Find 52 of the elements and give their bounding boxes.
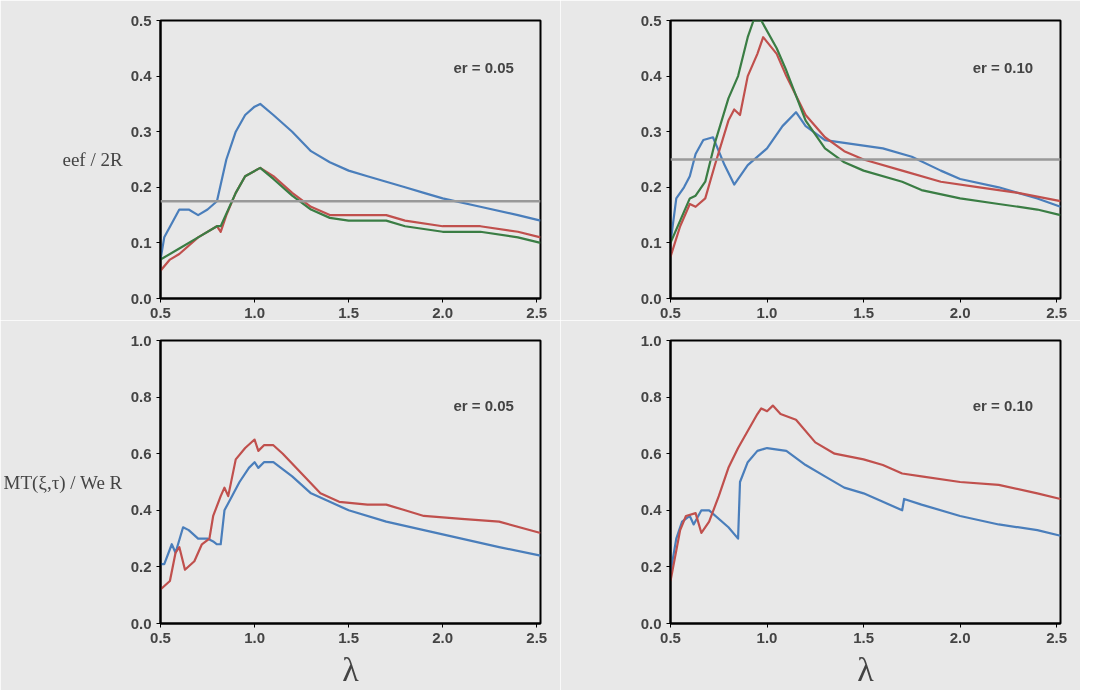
x-tick-label: 0.5 — [150, 303, 171, 321]
annotation: er = 0.10 — [972, 397, 1034, 415]
y-tick-label: 0.2 — [130, 557, 152, 575]
x-axis-title: λ — [857, 650, 875, 688]
y-tick-label: 1.0 — [640, 331, 662, 349]
y-tick-label: 0.2 — [640, 557, 662, 575]
annotation: er = 0.05 — [453, 59, 514, 77]
y-tick-label: 0.2 — [130, 178, 152, 196]
x-tick-label: 2.5 — [526, 628, 548, 646]
y-tick-label: 0.3 — [130, 122, 152, 140]
y-tick-label: 0.4 — [640, 67, 663, 85]
y-tick-label: 0.5 — [130, 11, 152, 29]
y-tick-label: 0.8 — [130, 388, 152, 406]
x-tick-label: 2.5 — [1046, 303, 1068, 321]
x-tick-label: 1.5 — [853, 303, 874, 321]
x-tick-label: 1.0 — [756, 303, 778, 321]
y-tick-label: 0.3 — [640, 122, 662, 140]
x-tick-label: 2.0 — [432, 628, 454, 646]
x-tick-label: 2.5 — [526, 303, 548, 321]
y-tick-label: 0.0 — [130, 614, 152, 632]
y-tick-label: 0.0 — [640, 614, 662, 632]
y-tick-label: 0.8 — [640, 388, 662, 406]
y-tick-label: 0.0 — [130, 289, 152, 307]
annotation: er = 0.10 — [972, 59, 1034, 77]
x-tick-label: 1.0 — [756, 628, 778, 646]
y-tick-label: 0.0 — [640, 289, 662, 307]
x-tick-label: 1.5 — [338, 628, 360, 646]
x-tick-label: 1.5 — [853, 628, 874, 646]
x-tick-label: 2.0 — [949, 303, 971, 321]
y-tick-label: 0.2 — [640, 178, 662, 196]
y-tick-label: 1.0 — [130, 331, 152, 349]
x-tick-label: 0.5 — [660, 303, 681, 321]
x-tick-label: 2.0 — [949, 628, 971, 646]
y-tick-label: 0.4 — [130, 501, 153, 519]
x-tick-label: 1.0 — [244, 628, 265, 646]
x-tick-label: 1.0 — [244, 303, 265, 321]
y-tick-label: 0.5 — [640, 11, 662, 29]
y-tick-label: 0.6 — [640, 444, 662, 462]
y-tick-label: 0.4 — [130, 67, 153, 85]
x-tick-label: 0.5 — [660, 628, 681, 646]
y-tick-label: 0.1 — [640, 233, 662, 251]
y-tick-label: 0.4 — [640, 501, 663, 519]
y-axis-title: MT(ξ,τ) / We R — [3, 471, 123, 494]
x-tick-label: 2.5 — [1046, 628, 1068, 646]
x-axis-title: λ — [342, 650, 360, 688]
y-tick-label: 0.1 — [130, 233, 152, 251]
y-tick-label: 0.6 — [130, 444, 152, 462]
x-tick-label: 0.5 — [150, 628, 171, 646]
annotation: er = 0.05 — [453, 397, 514, 415]
y-axis-title: eef / 2R — [62, 149, 123, 170]
x-tick-label: 2.0 — [432, 303, 454, 321]
x-tick-label: 1.5 — [338, 303, 360, 321]
